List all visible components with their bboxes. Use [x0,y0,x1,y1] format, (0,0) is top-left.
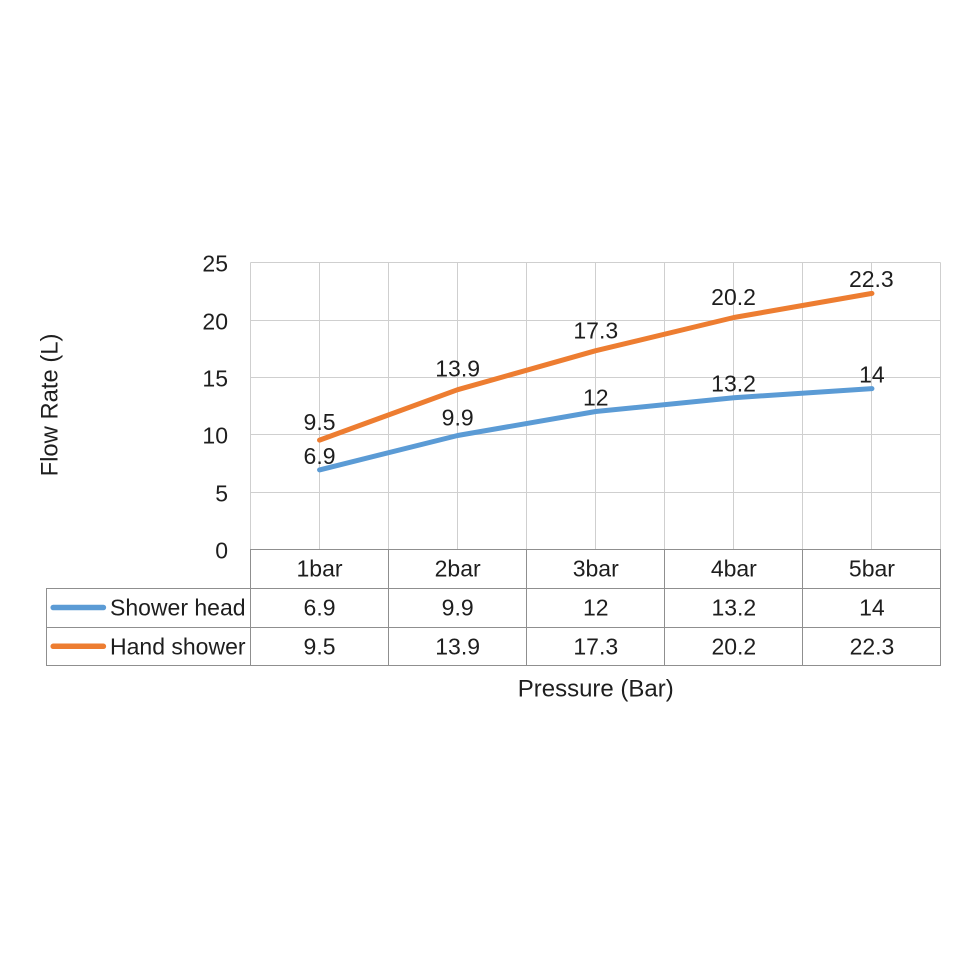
svg-text:6.9: 6.9 [304,595,336,621]
svg-text:14: 14 [859,595,885,621]
svg-text:9.5: 9.5 [304,409,336,435]
svg-text:20: 20 [202,309,228,335]
svg-text:9.5: 9.5 [304,633,336,659]
svg-text:2bar: 2bar [435,556,481,582]
svg-text:Flow Rate (L): Flow Rate (L) [37,334,64,477]
svg-text:3bar: 3bar [573,556,619,582]
svg-text:12: 12 [583,595,609,621]
svg-text:13.9: 13.9 [435,356,480,382]
svg-text:Shower head: Shower head [110,595,246,621]
svg-text:25: 25 [202,251,228,277]
svg-text:22.3: 22.3 [850,633,895,659]
svg-text:6.9: 6.9 [304,443,336,469]
svg-text:9.9: 9.9 [442,405,474,431]
svg-text:13.9: 13.9 [435,633,480,659]
svg-text:9.9: 9.9 [442,595,474,621]
svg-text:15: 15 [202,366,228,392]
svg-text:1bar: 1bar [297,556,343,582]
svg-text:20.2: 20.2 [711,284,756,310]
svg-text:Pressure (Bar): Pressure (Bar) [518,676,674,703]
svg-text:13.2: 13.2 [711,370,756,396]
svg-text:10: 10 [202,423,228,449]
svg-text:0: 0 [215,538,228,564]
svg-text:12: 12 [583,384,609,410]
svg-text:5: 5 [215,481,228,507]
svg-text:17.3: 17.3 [573,633,618,659]
svg-text:4bar: 4bar [711,556,757,582]
svg-text:20.2: 20.2 [711,633,756,659]
svg-text:5bar: 5bar [849,556,895,582]
svg-text:22.3: 22.3 [849,266,894,292]
svg-text:14: 14 [859,361,885,387]
svg-text:17.3: 17.3 [573,317,618,343]
svg-text:Hand shower: Hand shower [110,633,246,659]
svg-text:13.2: 13.2 [711,595,756,621]
